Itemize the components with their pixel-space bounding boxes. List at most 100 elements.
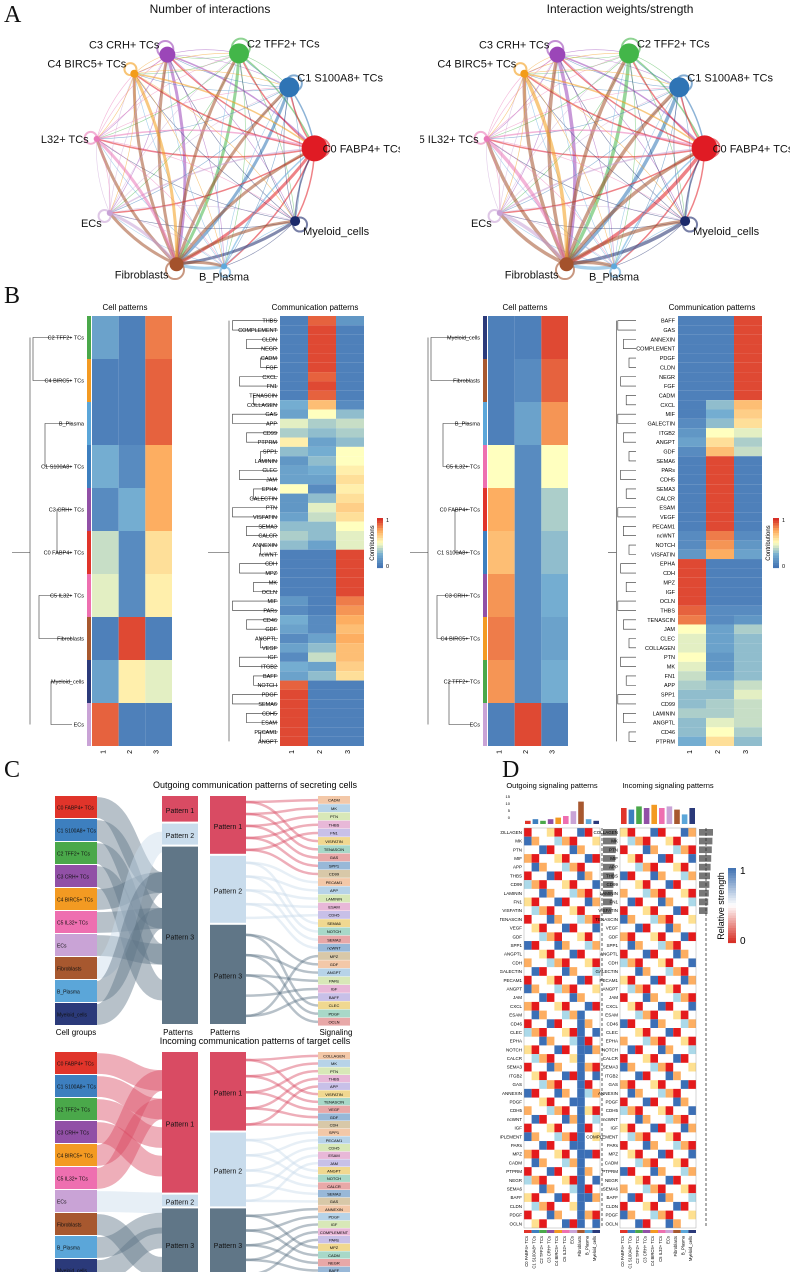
left-commpat-cell-34-2 bbox=[336, 633, 364, 644]
out-cell-25-9 bbox=[592, 1045, 600, 1055]
in-cell-1-3 bbox=[642, 836, 651, 846]
right-cellpat-sidebar-3 bbox=[483, 445, 487, 488]
out-cell-36-3 bbox=[546, 1141, 555, 1150]
in-cell-22-5 bbox=[658, 1019, 666, 1028]
right-commpat-cell-4-0 bbox=[678, 353, 706, 363]
legend-step-16 bbox=[728, 908, 736, 911]
out-signal-label-24: BAFF bbox=[329, 995, 340, 1000]
row-label-19: JAM bbox=[513, 995, 522, 1000]
in-cell-1-2 bbox=[635, 836, 643, 846]
row-label-24: EPHA bbox=[510, 1039, 522, 1044]
in-row-label-16: GALECTIN bbox=[595, 969, 618, 974]
in-cell-32-5 bbox=[658, 1106, 666, 1115]
left-commpat-cell-16-2 bbox=[336, 465, 364, 475]
out-cell-16-9 bbox=[592, 967, 600, 976]
in-cell-42-9 bbox=[688, 1193, 696, 1202]
right-commpat-cell-39-2 bbox=[734, 680, 762, 690]
right-commpat-row-label-39: APP bbox=[664, 683, 675, 689]
right-commpat-cell-10-1 bbox=[706, 409, 734, 419]
in-cell-label-8: B_Plasma bbox=[57, 1246, 80, 1252]
right-legend-step-2 bbox=[773, 523, 779, 526]
left-commpat-cell-25-2 bbox=[336, 549, 364, 560]
in-cell-8-5 bbox=[658, 897, 666, 907]
in-cell-21-3 bbox=[642, 1010, 651, 1020]
in-cell-41-3 bbox=[642, 1184, 651, 1194]
left-commpat-cell-24-1 bbox=[308, 540, 336, 550]
right-legend-step-10 bbox=[773, 543, 779, 546]
right-commpat-cell-26-1 bbox=[706, 559, 734, 569]
right-commpat-row-label-0: BAFF bbox=[661, 319, 676, 325]
left-commpat-cell-41-1 bbox=[308, 699, 336, 709]
left-commpat-cell-43-1 bbox=[308, 717, 336, 728]
out-cell-20-4 bbox=[554, 1001, 562, 1011]
left-cellpat-cell-7-0 bbox=[92, 617, 119, 660]
in-cell-37-9 bbox=[688, 1149, 696, 1159]
in-cell-30-7 bbox=[673, 1088, 681, 1098]
out-cell-12-8 bbox=[584, 932, 593, 942]
edge-9-4 bbox=[524, 73, 686, 222]
out-pattern-rect-left-1 bbox=[162, 823, 198, 845]
out-cell-27-4 bbox=[554, 1062, 562, 1072]
in-flow-signal-20 bbox=[245, 1207, 319, 1218]
out-cell-28-2 bbox=[539, 1071, 547, 1081]
right-commpat-cell-20-0 bbox=[678, 502, 706, 513]
right-commpat-row-label-6: NEGR bbox=[659, 375, 675, 381]
left-cellpat-cell-4-1 bbox=[118, 488, 146, 531]
out-flow-cell-8 bbox=[94, 872, 165, 1002]
in-flow-signal-22 bbox=[245, 1223, 319, 1247]
right-commpat-cell-43-1 bbox=[706, 717, 734, 728]
in-cell-2-3 bbox=[642, 845, 651, 855]
in-rowsum-8 bbox=[699, 898, 709, 906]
out-cell-35-0 bbox=[524, 1132, 532, 1142]
row-label-31: PDGF bbox=[509, 1100, 522, 1105]
in-rowsum-1 bbox=[699, 837, 713, 845]
out-flow-signal-16 bbox=[245, 875, 319, 933]
out-flow-signal-11 bbox=[245, 875, 319, 892]
in-row-label-27: SEMA3 bbox=[603, 1065, 619, 1070]
left-commpat-cell-30-1 bbox=[308, 596, 336, 606]
edge-9-2 bbox=[134, 69, 290, 88]
in-cell-label-9: Myeloid_cells bbox=[57, 1269, 88, 1272]
out-cell-33-2 bbox=[539, 1114, 547, 1124]
in-pattern-rect-left-1 bbox=[162, 1194, 198, 1207]
out-cell-7-8 bbox=[584, 888, 593, 898]
out-col-label-5: C5 IL32+ TCs bbox=[562, 1236, 567, 1262]
out-flow-signal-23 bbox=[245, 987, 319, 997]
in-cell-24-0 bbox=[620, 1036, 628, 1046]
in-cell-13-5 bbox=[658, 941, 666, 950]
out-cell-18-5 bbox=[562, 984, 570, 994]
out-cell-21-7 bbox=[577, 1010, 585, 1020]
left-commpat-cell-36-0 bbox=[280, 652, 308, 662]
out-cell-1-5 bbox=[562, 836, 570, 846]
in-col-color-1 bbox=[627, 1230, 636, 1233]
in-cell-39-5 bbox=[658, 1167, 666, 1176]
in-col-color-3 bbox=[642, 1230, 651, 1233]
row-label-7: LAMININ bbox=[504, 891, 522, 896]
out-cell-44-8 bbox=[584, 1210, 593, 1220]
left-commpat-cell-20-1 bbox=[308, 502, 336, 513]
in-row-label-36: PARs bbox=[607, 1143, 619, 1148]
node-1 bbox=[618, 43, 639, 64]
out-cell-6-5 bbox=[562, 880, 570, 889]
left-legend-min: 0 bbox=[386, 564, 389, 570]
edge-8-1 bbox=[486, 53, 630, 140]
in-row-label-31: PDGF bbox=[605, 1100, 618, 1105]
right-commpat-row-label-1: GAS bbox=[663, 328, 675, 334]
left-commpat-row-label-14: SPP1 bbox=[263, 450, 277, 456]
in-cell-27-4 bbox=[650, 1062, 658, 1072]
right-commpat-cell-0-0 bbox=[678, 316, 706, 326]
right-commpat-cell-44-0 bbox=[678, 727, 706, 737]
left-cellpat-sidebar-7 bbox=[87, 617, 91, 660]
left-commpat-cell-42-0 bbox=[280, 708, 308, 718]
in-signal-label-11: PECAM1 bbox=[326, 1138, 343, 1143]
out-signal-rect-2 bbox=[318, 812, 350, 821]
right-commpat-cell-9-1 bbox=[706, 400, 734, 410]
left-cellpat-cell-1-2 bbox=[145, 359, 172, 402]
in-cell-2-4 bbox=[650, 845, 658, 855]
left-cellpat-cell-0-1 bbox=[118, 316, 146, 359]
in-flow-cell-2 bbox=[96, 1099, 163, 1148]
out-cell-18-1 bbox=[531, 984, 540, 994]
in-col-label-6: ECs bbox=[665, 1236, 670, 1244]
network-edges bbox=[95, 49, 316, 270]
left-commpat-cell-16-0 bbox=[280, 465, 308, 475]
